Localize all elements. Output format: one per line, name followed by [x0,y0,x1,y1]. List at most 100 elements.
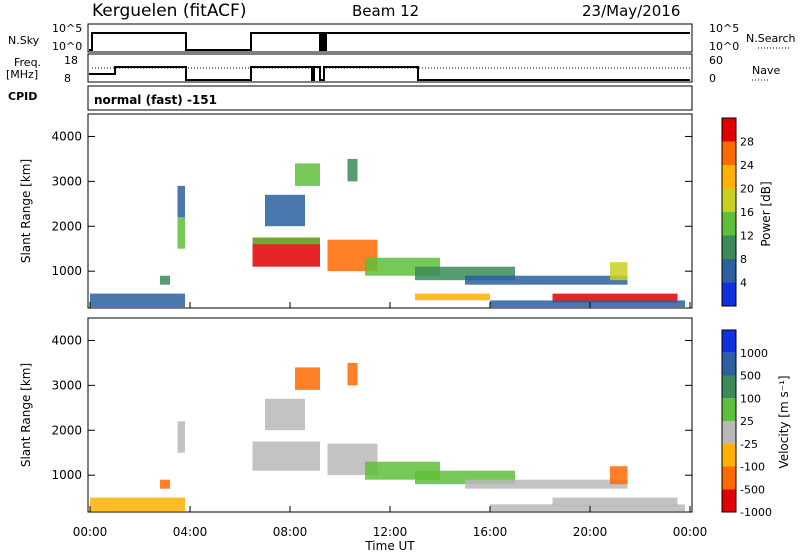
velocity-cbar-label: Velocity [m s⁻¹] [777,375,791,468]
power-ylabel: Slant Range [km] [19,159,33,263]
power-echo-13 [295,163,320,186]
nave-tick-top: 60 [709,54,723,67]
cpid-label: CPID [8,90,37,103]
velocity-cbar-swatch-7 [722,489,736,513]
cpid-value: normal (fast) -151 [94,93,217,107]
power-cbar-tick-1: 24 [740,159,754,172]
velocity-panel: Slant Range [km] 1000 2000 3000 4000 1000 50… [19,317,791,519]
power-cbar-swatch-3 [722,188,736,212]
nsky-label: N.Sky [8,34,40,47]
velocity-cbar-swatch-0 [722,330,736,353]
power-cbar-tick-5: 8 [740,253,747,266]
freq-label-2: [MHz] [6,68,38,81]
power-cbar-label: Power [dB] [759,181,773,246]
power-panel: Slant Range [km] 1000 2000 3000 4000 28 24 20… [19,113,773,309]
velocity-echo-9 [490,504,685,512]
power-yticks: 1000 2000 3000 4000 [51,129,692,278]
xtick-label-4: 16:00 [473,525,508,539]
power-echo-3 [177,185,185,218]
xtick-label-0: 00:00 [73,525,108,539]
power-cbar-swatch-6 [722,259,736,283]
freq-tick-bottom: 8 [64,72,71,85]
power-cbar-swatch-1 [722,141,736,165]
nsearch-label: N.Search [746,32,796,45]
power-cbar-tick-3: 16 [740,206,754,219]
power-cbar-tick-2: 20 [740,183,754,196]
velocity-echo-0 [90,497,185,512]
velocity-ytick-label-0: 1000 [51,468,82,482]
freq-tick-top: 18 [64,54,78,67]
velocity-cbar-frame [721,329,737,513]
velocity-cbar-swatch-2 [722,375,736,399]
nsky-tick-top: 10^5 [52,22,82,35]
velocity-echo-12 [265,398,305,431]
power-ytick-label-0: 1000 [51,264,82,278]
power-cbar-tick-4: 12 [740,230,754,243]
nave-tick-bottom: 0 [709,72,716,85]
power-cbar-swatch-0 [722,118,736,142]
station-title: Kerguelen (fitACF) [92,1,246,21]
freq-panel-frame [87,53,693,83]
xtick-label-6: 00:00 [673,525,708,539]
velocity-cbar-swatch-6 [722,466,736,490]
xtick-label-2: 08:00 [273,525,308,539]
power-ytick-label-1: 2000 [51,219,82,233]
power-echo-0 [90,293,185,308]
velocity-echo-3 [252,441,320,471]
nsearch-tick-top: 10^5 [709,22,739,35]
velocity-yticks: 1000 2000 3000 4000 [51,333,692,482]
freq-label-1: Freq. [14,56,41,69]
power-echo-16 [610,262,628,281]
power-echo-1 [160,275,170,285]
velocity-cbar-tick-7: -1000 [740,506,772,519]
power-ytick-label-3: 4000 [51,129,82,143]
velocity-cbar-tick-3: 25 [740,415,754,428]
velocity-cbar-tick-6: -500 [740,483,765,496]
velocity-cbar-tick-5: -100 [740,461,765,474]
power-cbar-frame [721,117,737,307]
velocity-cbar-tick-4: -25 [740,438,758,451]
time-axis-ticks: 00:00 04:00 08:00 12:00 16:00 20:00 00:00 [73,302,708,539]
power-echo-14 [347,158,358,182]
velocity-echo-2 [177,421,185,453]
velocity-echo-13 [610,466,628,485]
velocity-echo-1 [160,479,170,489]
xtick-label-1: 04:00 [173,525,208,539]
beam-title: Beam 12 [352,2,419,20]
power-cbar-swatch-4 [722,212,736,236]
power-cbar-tick-6: 4 [740,277,747,290]
velocity-ytick-label-2: 3000 [51,378,82,392]
velocity-cbar-swatch-1 [722,352,736,376]
velocity-cbar-tick-1: 500 [740,370,761,383]
power-echo-12 [490,300,685,308]
nsky-trace [89,32,690,51]
power-echo-2 [177,217,185,249]
power-echo-5 [252,237,320,245]
xtick-label-3: 12:00 [373,525,408,539]
velocity-cbar-swatch-5 [722,443,736,467]
nsky-tick-bottom: 10^0 [52,40,82,53]
power-cbar-tick-0: 28 [740,136,754,149]
nsearch-tick-bottom: 10^0 [709,40,739,53]
velocity-echo-8 [552,497,678,507]
power-colorbar: 28 24 20 16 12 8 4 [721,117,754,307]
freq-trace [89,66,690,81]
xtick-label-5: 20:00 [573,525,608,539]
nave-label: Nave [752,64,780,77]
velocity-cbar-swatch-3 [722,398,736,422]
power-cbar-swatch-7 [722,282,736,306]
cpid-panel-frame [87,85,693,111]
velocity-cbar-swatch-4 [722,421,736,444]
power-cbar-swatch-5 [722,235,736,259]
nsky-panel-frame [87,23,693,53]
power-data-layer [90,158,685,308]
power-ytick-label-2: 3000 [51,174,82,188]
power-cbar-swatch-2 [722,165,736,189]
power-echo-9 [465,275,628,285]
velocity-cbar-tick-0: 1000 [740,347,768,360]
power-echo-10 [415,293,490,301]
velocity-echo-7 [465,479,628,489]
velocity-data-layer [90,362,685,512]
velocity-ytick-label-3: 4000 [51,333,82,347]
date-title: 23/May/2016 [582,2,680,20]
